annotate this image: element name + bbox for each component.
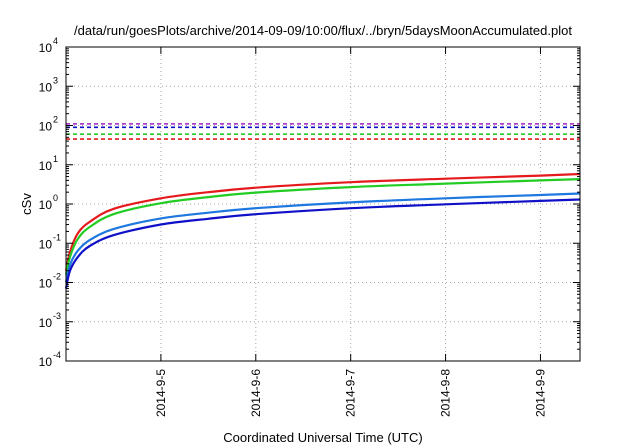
y-axis-label: cSv (19, 193, 34, 215)
x-tick-label: 2014-9-9 (533, 369, 547, 417)
y-tick-exponent: 0 (53, 193, 58, 203)
y-tick-label: 10 (39, 198, 53, 212)
y-tick-label: 10 (39, 159, 53, 173)
y-tick-exponent: -3 (53, 311, 61, 321)
series-line (64, 172, 581, 271)
x-tick-label: 2014-9-6 (249, 369, 263, 417)
y-tick-label: 10 (39, 355, 53, 369)
y-tick-label: 10 (39, 277, 53, 291)
y-tick-exponent: -4 (53, 350, 61, 360)
series-line (64, 178, 581, 275)
y-tick-exponent: 3 (53, 75, 58, 85)
y-tick-exponent: 4 (53, 36, 58, 46)
y-tick-label: 10 (39, 80, 53, 94)
y-tick-exponent: 1 (53, 154, 58, 164)
series-line (64, 192, 581, 283)
y-tick-exponent: 2 (53, 115, 58, 125)
chart-title: /data/run/goesPlots/archive/2014-09-09/1… (74, 23, 572, 38)
y-tick-exponent: -1 (53, 232, 61, 242)
series-line (64, 198, 581, 289)
y-tick-label: 10 (39, 316, 53, 330)
x-tick-label: 2014-9-8 (439, 369, 453, 417)
threshold-lines (66, 123, 580, 140)
y-tick-exponent: -2 (53, 272, 61, 282)
series-lines (64, 172, 581, 289)
y-tick-label: 10 (39, 41, 53, 55)
x-tick-label: 2014-9-5 (154, 369, 168, 417)
x-axis-label: Coordinated Universal Time (UTC) (223, 430, 422, 445)
x-axis-ticks: 2014-9-5 2014-9-6 2014-9-7 2014-9-8 2014-9-9 (154, 47, 547, 417)
y-tick-label: 10 (39, 237, 53, 251)
x-tick-label: 2014-9-7 (344, 369, 358, 417)
y-tick-label: 10 (39, 120, 53, 134)
